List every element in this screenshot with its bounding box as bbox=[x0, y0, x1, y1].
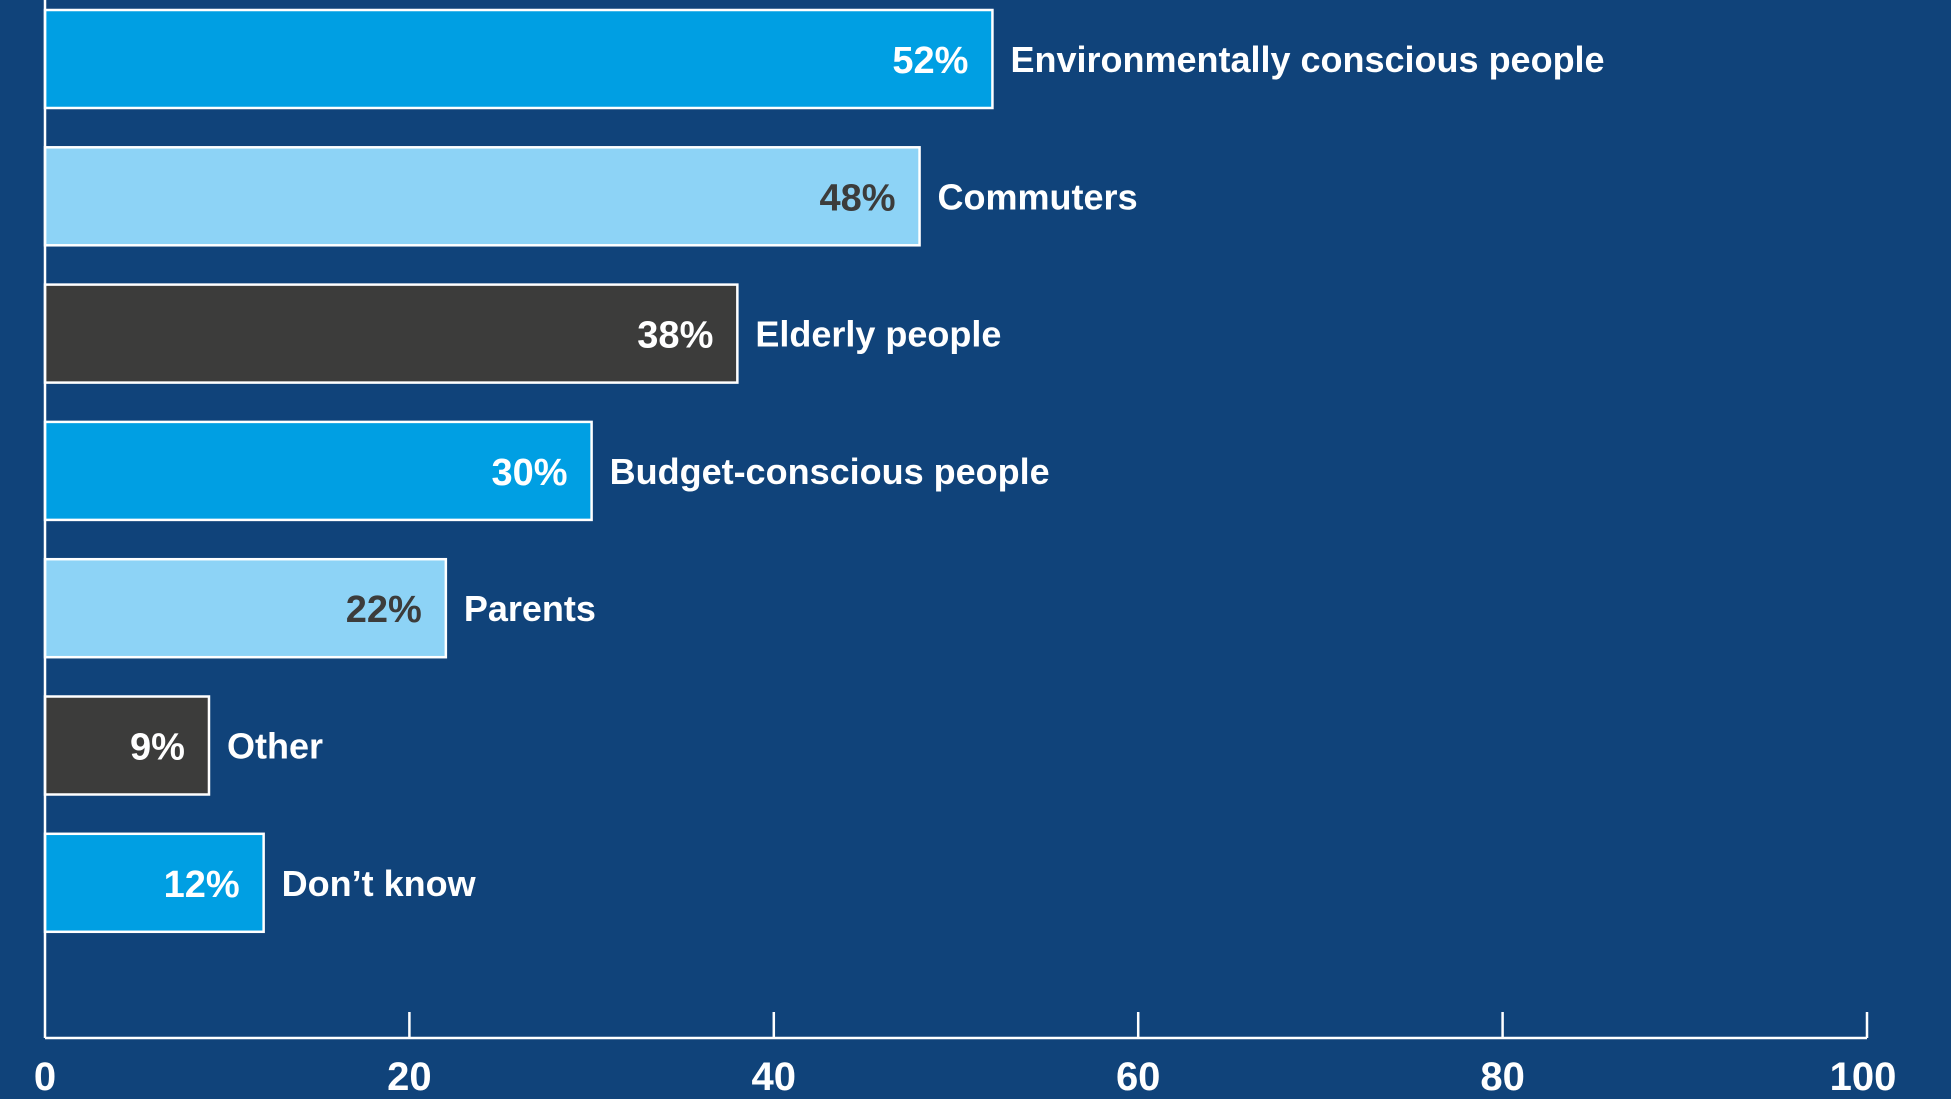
x-tick-label-1: 20 bbox=[387, 1055, 432, 1099]
bar-category-label-3: Budget-conscious people bbox=[610, 451, 1050, 492]
x-tick-label-5: 100 bbox=[1830, 1055, 1897, 1099]
bars-group: 52% Environmentally conscious people 48% Co… bbox=[43, 8, 1605, 934]
bar-3 bbox=[43, 420, 593, 522]
bar-4 bbox=[43, 557, 448, 659]
bar-2 bbox=[43, 283, 739, 384]
bar-category-label-1: Commuters bbox=[938, 176, 1138, 217]
bar-category-label-0: Environmentally conscious people bbox=[1010, 39, 1604, 80]
bar-value-label-3: 30% bbox=[492, 452, 568, 494]
bar-category-label-2: Elderly people bbox=[755, 314, 1001, 355]
bar-value-label-1: 48% bbox=[819, 177, 895, 219]
x-axis: 0 20 40 60 80 100 bbox=[34, 0, 1897, 1099]
bar-value-label-6: 12% bbox=[164, 864, 240, 906]
bar-1 bbox=[43, 146, 921, 247]
x-tick-label-0: 0 bbox=[34, 1055, 56, 1099]
bar-category-label-4: Parents bbox=[464, 588, 596, 629]
x-tick-label-2: 40 bbox=[752, 1055, 797, 1099]
x-tick-label-3: 60 bbox=[1116, 1055, 1161, 1099]
bar-category-label-5: Other bbox=[227, 726, 323, 767]
bar-0 bbox=[43, 8, 994, 110]
bar-value-label-4: 22% bbox=[346, 589, 422, 631]
x-tick-label-4: 80 bbox=[1480, 1055, 1525, 1099]
bar-5 bbox=[43, 695, 211, 796]
bar-value-label-2: 38% bbox=[637, 315, 713, 357]
bar-value-label-5: 9% bbox=[130, 727, 185, 769]
bar-category-label-6: Don’t know bbox=[282, 863, 477, 904]
bar-value-label-0: 52% bbox=[892, 40, 968, 82]
